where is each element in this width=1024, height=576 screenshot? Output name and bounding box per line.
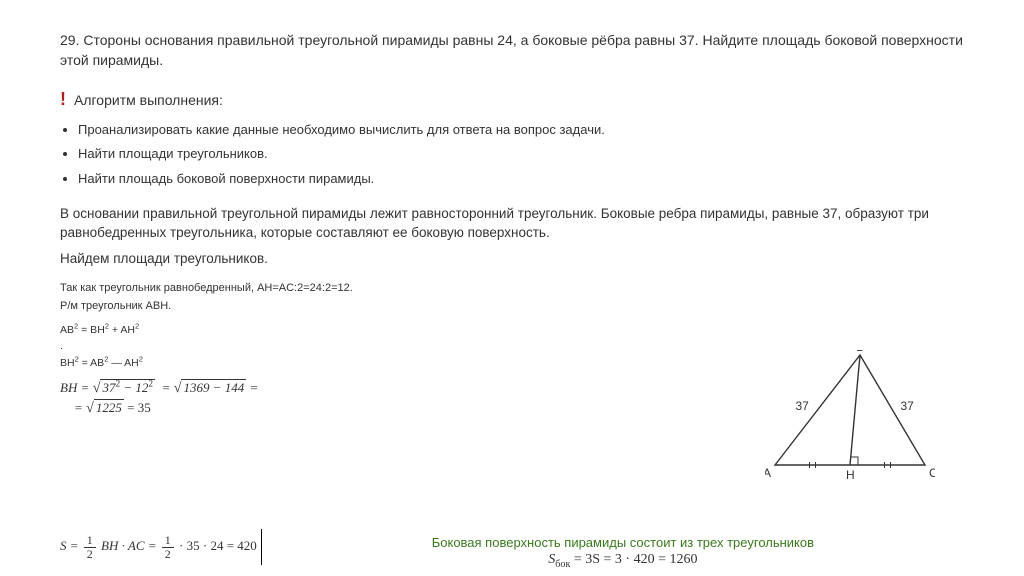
calc-line-2: Р/м треугольник ABH. (60, 298, 964, 316)
svg-text:A: A (765, 466, 771, 480)
svg-text:C: C (929, 466, 935, 480)
final-block: Боковая поверхность пирамиды состоит из … (282, 535, 964, 568)
svg-text:H: H (846, 468, 855, 480)
algorithm-item: Проанализировать какие данные необходимо… (78, 118, 964, 143)
algorithm-list: Проанализировать какие данные необходимо… (60, 118, 964, 192)
paragraph-1: В основании правильной треугольной пирам… (60, 204, 964, 243)
green-note: Боковая поверхность пирамиды состоит из … (282, 535, 964, 550)
bottom-block: S = 12 BH · AC = 12 · 35 · 24 = 420 Боко… (60, 526, 964, 568)
algorithm-title: Алгоритм выполнения: (74, 92, 223, 108)
problem-number: 29. (60, 32, 79, 48)
algorithm-header: ! Алгоритм выполнения: (60, 89, 964, 110)
algorithm-item: Найти площадь боковой поверхности пирами… (78, 167, 964, 192)
algorithm-item: Найти площади треугольников. (78, 142, 964, 167)
svg-text:37: 37 (796, 399, 810, 413)
final-formula: Sбок = 3S = 3 · 420 = 1260 (282, 552, 964, 568)
area-formula: S = 12 BH · AC = 12 · 35 · 24 = 420 (60, 526, 262, 568)
text-cursor-icon (261, 529, 262, 565)
bang-icon: ! (60, 89, 66, 110)
eq-ab: AB2 = BH2 + AH2 (60, 322, 964, 339)
triangle-diagram: A B C H 37 37 (765, 350, 935, 485)
problem-text: Стороны основания правильной треугольной… (60, 32, 963, 68)
svg-text:B: B (856, 350, 864, 354)
calc-line-1: Так как треугольник равнобедренный, AH=A… (60, 280, 964, 298)
svg-text:37: 37 (901, 399, 915, 413)
problem-statement: 29. Стороны основания правильной треугол… (60, 30, 964, 71)
paragraph-2: Найдем площади треугольников. (60, 249, 964, 269)
